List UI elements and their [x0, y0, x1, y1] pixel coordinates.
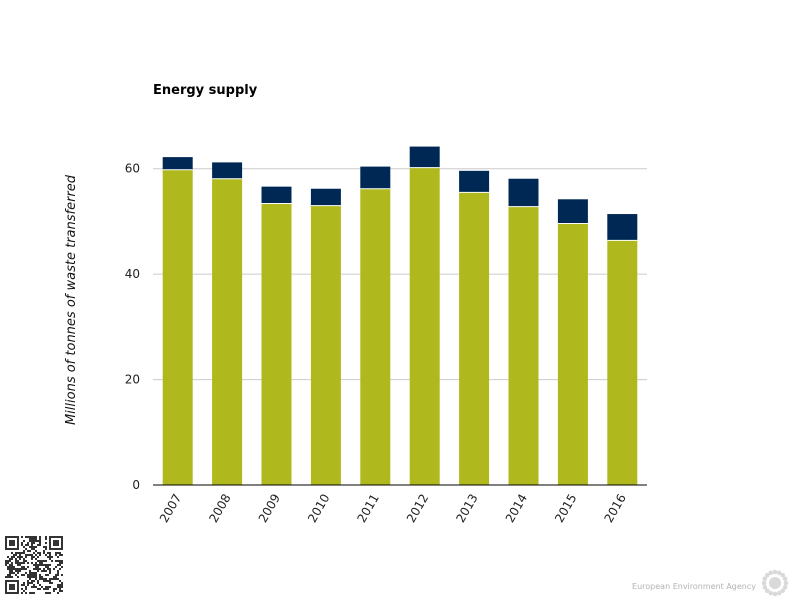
y-axis-label: Millions of tonnes of waste transferred	[64, 174, 79, 425]
brand-label: European Environment Agency	[632, 582, 756, 591]
bar-segment	[212, 178, 243, 486]
bar-segment	[310, 188, 341, 206]
x-tick-label: 2015	[552, 492, 579, 525]
y-tick-label: 40	[125, 267, 140, 281]
bar-segment	[459, 192, 490, 485]
x-tick-label: 2009	[256, 492, 283, 525]
bar-segment	[459, 170, 490, 193]
bar-segment	[212, 162, 243, 179]
bar-segment	[607, 214, 638, 241]
bar-segment	[310, 205, 341, 485]
bar-segment	[607, 240, 638, 485]
y-tick-label: 20	[125, 373, 140, 387]
x-tick-label: 2013	[453, 492, 480, 525]
bar-segment	[409, 167, 440, 485]
x-tick-label: 2010	[305, 492, 332, 525]
bars	[162, 146, 638, 486]
bar-segment	[162, 157, 193, 170]
bar-segment	[261, 186, 292, 204]
y-tick-label: 0	[132, 478, 140, 492]
x-tick-label: 2007	[157, 492, 184, 525]
bar-segment	[360, 188, 391, 485]
bar-segment	[162, 169, 193, 486]
bar-segment	[409, 146, 440, 168]
y-tick-label: 60	[125, 162, 140, 176]
bar-segment	[557, 223, 588, 485]
bar-segment	[557, 199, 588, 224]
bar-segment	[508, 178, 539, 207]
x-tick-label: 2011	[355, 492, 382, 525]
bar-segment	[261, 203, 292, 485]
x-tick-label: 2008	[206, 492, 233, 525]
bar-segment	[360, 166, 391, 189]
chart-title: Energy supply	[153, 83, 258, 98]
qr-code-icon	[5, 536, 63, 594]
x-tick-label: 2016	[602, 492, 629, 525]
x-tick-label: 2012	[404, 492, 431, 525]
x-tick-label: 2014	[503, 492, 530, 525]
bar-segment	[508, 206, 539, 485]
eea-sun-logo-icon	[761, 569, 789, 597]
